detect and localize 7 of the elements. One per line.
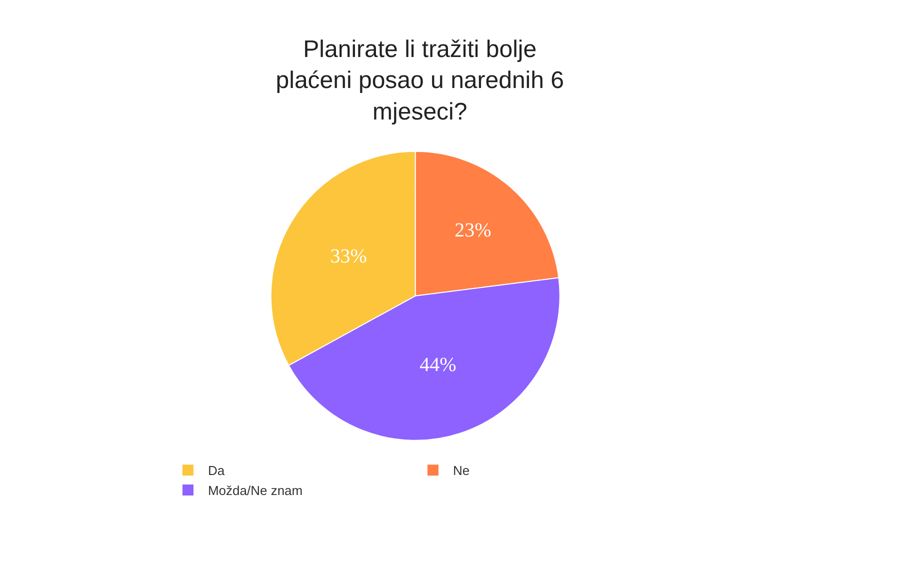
data-label: 23%: [454, 220, 492, 242]
data-label: 33%: [330, 245, 367, 268]
data-label: 44%: [420, 354, 456, 376]
chart-title: Planirate li tražiti bolje plaćeni posao u narednih 6 mjeseci?: [276, 36, 564, 126]
legend-label: Ne: [452, 463, 470, 478]
legend-label: Da: [208, 463, 226, 478]
legend-label: Možda/Ne znam: [208, 483, 303, 498]
